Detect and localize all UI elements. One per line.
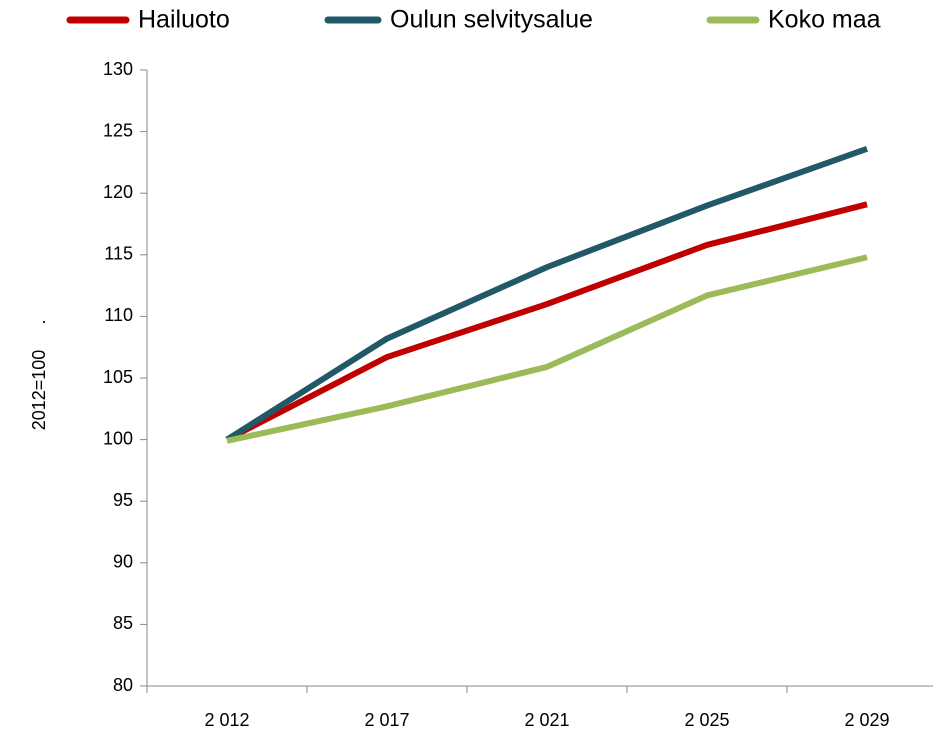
y-tick-label: 130 <box>103 59 133 79</box>
series-line <box>225 201 868 443</box>
annotation: . <box>29 319 49 324</box>
y-tick-label: 90 <box>113 552 133 572</box>
x-tick-label: 2 021 <box>524 710 569 730</box>
x-tick-label: 2 029 <box>844 710 889 730</box>
y-tick-label: 115 <box>104 244 133 264</box>
y-tick-label: 95 <box>113 490 133 510</box>
y-tick-label: 80 <box>113 675 133 695</box>
y-tick-label: 100 <box>103 428 133 448</box>
y-tick-label: 105 <box>103 367 133 387</box>
legend-label: Koko maa <box>768 6 881 34</box>
y-tick-label: 120 <box>103 182 133 202</box>
legend-label: Hailuoto <box>138 6 230 34</box>
series-line <box>225 146 869 443</box>
legend-label: Oulun selvitysalue <box>390 6 593 34</box>
y-axis-label: 2012=100 <box>29 350 49 431</box>
x-tick-label: 2 012 <box>204 710 249 730</box>
y-tick-label: 125 <box>103 120 133 140</box>
series-line <box>226 254 868 444</box>
x-tick-label: 2 025 <box>684 710 729 730</box>
y-tick-label: 110 <box>104 305 133 325</box>
x-tick-label: 2 017 <box>364 710 409 730</box>
y-tick-label: 85 <box>113 613 133 633</box>
